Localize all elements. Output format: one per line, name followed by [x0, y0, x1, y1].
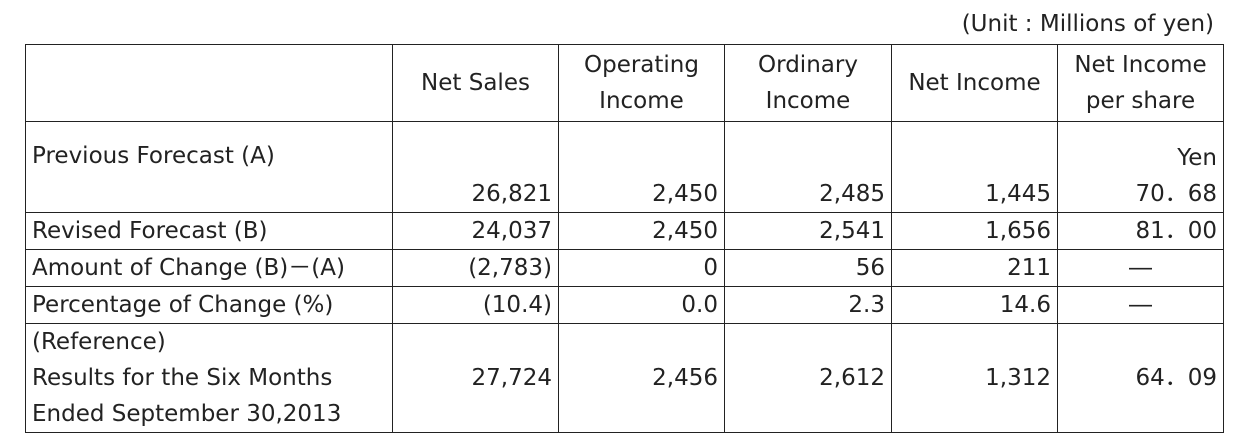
unit-note: (Unit : Millions of yen) [961, 11, 1214, 37]
cell-net-sales: 27,724 [392, 323, 559, 433]
cell-eps: 64．09 [1057, 323, 1224, 433]
row-label-line1: (Reference) [32, 329, 166, 355]
row-label: Revised Forecast (B) [25, 212, 393, 250]
row-label: (Reference) Results for the Six Months E… [25, 323, 393, 433]
header-net-income: Net Income [891, 44, 1058, 122]
header-net-sales: Net Sales [392, 44, 559, 122]
row-label-line3: Ended September 30,2013 [32, 401, 342, 427]
cell-ordinary-income: 2.3 [724, 286, 892, 324]
cell-net-income: 1,445 [891, 121, 1058, 213]
cell-ordinary-income: 2,541 [724, 212, 892, 250]
row-label-line2: Results for the Six Months [32, 365, 333, 391]
cell-operating-income: 2,450 [558, 212, 725, 250]
header-operating-income-line2: Income [599, 88, 684, 114]
table-row-amount-of-change: Amount of Change (B)－(A) (2,783) 0 56 21… [25, 249, 1224, 287]
eps-unit-label: Yen [1177, 145, 1217, 171]
cell-ordinary-income: 2,485 [724, 121, 892, 213]
cell-net-sales: 24,037 [392, 212, 559, 250]
cell-net-sales: (10.4) [392, 286, 559, 324]
cell-eps: Yen 70．68 [1057, 121, 1224, 213]
header-empty-cell [25, 44, 393, 122]
cell-operating-income: 0.0 [558, 286, 725, 324]
forecast-table: Net Sales Operating Income Ordinary Inco… [25, 44, 1224, 433]
cell-net-sales: (2,783) [392, 249, 559, 287]
eps-value: 70．68 [1135, 181, 1217, 207]
cell-net-income: 1,312 [891, 323, 1058, 433]
header-row: Net Sales Operating Income Ordinary Inco… [25, 44, 1224, 122]
header-ordinary-income-line2: Income [765, 88, 851, 114]
header-eps-line1: Net Income [1074, 52, 1207, 78]
header-ordinary-income-line1: Ordinary [758, 52, 858, 78]
table-row-previous-forecast: Previous Forecast (A) 26,821 2,450 2,485… [25, 121, 1224, 213]
row-label: Amount of Change (B)－(A) [25, 249, 393, 287]
table-row-revised-forecast: Revised Forecast (B) 24,037 2,450 2,541 … [25, 212, 1224, 250]
cell-eps: ― [1057, 249, 1224, 287]
cell-ordinary-income: 56 [724, 249, 892, 287]
header-operating-income: Operating Income [558, 44, 725, 122]
header-eps-line2: per share [1085, 88, 1196, 114]
cell-net-sales: 26,821 [392, 121, 559, 213]
table-row-percentage-of-change: Percentage of Change (%) (10.4) 0.0 2.3 … [25, 286, 1224, 324]
header-ordinary-income: Ordinary Income [724, 44, 892, 122]
cell-eps: 81．00 [1057, 212, 1224, 250]
cell-operating-income: 2,456 [558, 323, 725, 433]
cell-net-income: 211 [891, 249, 1058, 287]
row-label: Percentage of Change (%) [25, 286, 393, 324]
table-row-reference-results: (Reference) Results for the Six Months E… [25, 323, 1224, 433]
cell-net-income: 1,656 [891, 212, 1058, 250]
cell-ordinary-income: 2,612 [724, 323, 892, 433]
cell-net-income: 14.6 [891, 286, 1058, 324]
row-label: Previous Forecast (A) [25, 121, 393, 213]
header-operating-income-line1: Operating [584, 52, 699, 78]
cell-operating-income: 2,450 [558, 121, 725, 213]
cell-eps: ― [1057, 286, 1224, 324]
header-eps: Net Income per share [1057, 44, 1224, 122]
cell-operating-income: 0 [558, 249, 725, 287]
